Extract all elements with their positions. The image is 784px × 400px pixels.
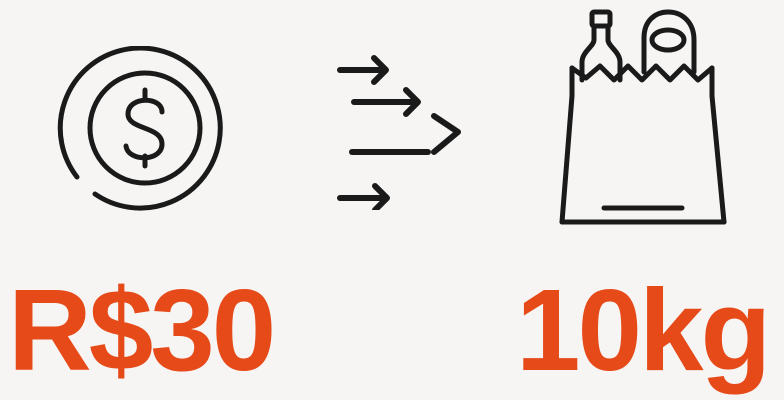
price-amount: R$30 [8, 265, 276, 395]
weight-amount: 10kg [516, 265, 771, 395]
dollar-coin-icon [52, 45, 242, 216]
arrows-right-icon [330, 40, 470, 213]
grocery-bag-icon [548, 0, 738, 240]
